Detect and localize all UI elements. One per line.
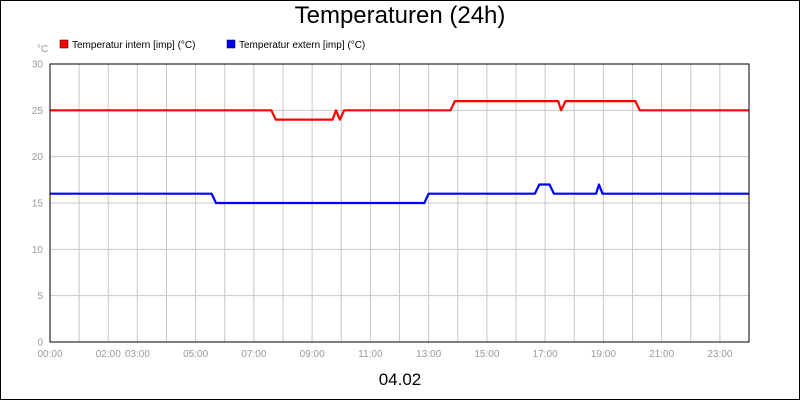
y-tick-label: 25 (32, 106, 44, 117)
date-label: 04.02 (379, 370, 422, 389)
y-tick-label: 15 (32, 199, 44, 210)
series-line-extern (50, 183, 749, 205)
x-tick-label: 17:00 (533, 349, 558, 360)
x-tick-label: 07:00 (241, 349, 266, 360)
chart-title: Temperaturen (24h) (294, 2, 506, 29)
x-tick-label: 19:00 (591, 349, 616, 360)
y-unit-label: °C (37, 44, 48, 55)
legend-label-intern: Temperatur intern [imp] (°C) (72, 40, 195, 51)
y-tick-label: 20 (32, 152, 44, 163)
series-lines (50, 99, 749, 205)
x-tick-label: 09:00 (300, 349, 325, 360)
x-tick-label: 11:00 (358, 349, 383, 360)
y-tick-label: 30 (32, 60, 44, 71)
legend-label-extern: Temperatur extern [imp] (°C) (239, 40, 365, 51)
legend-swatch-intern (59, 39, 69, 49)
series-line-intern (50, 99, 749, 121)
x-tick-label: 03:00 (125, 349, 150, 360)
x-tick-label: 21:00 (649, 349, 674, 360)
y-tick-label: 5 (37, 291, 43, 302)
x-tick-label: 23:00 (707, 349, 732, 360)
plot-border (49, 63, 750, 343)
x-tick-label: 00:00 (37, 349, 62, 360)
x-tick-label: 13:00 (416, 349, 441, 360)
y-tick-label: 10 (32, 245, 44, 256)
legend: Temperatur intern [imp] (°C) Temperatur … (59, 39, 365, 51)
x-tick-label: 15:00 (474, 349, 499, 360)
tick-labels: 0 5 10 15 20 25 30 00:00 02:00 03:00 05:00 07:00 09:… (32, 60, 733, 361)
legend-swatch-extern (226, 39, 236, 49)
x-tick-label: 05:00 (183, 349, 208, 360)
y-tick-label: 0 (37, 338, 43, 349)
x-tick-label: 02:00 (96, 349, 121, 360)
